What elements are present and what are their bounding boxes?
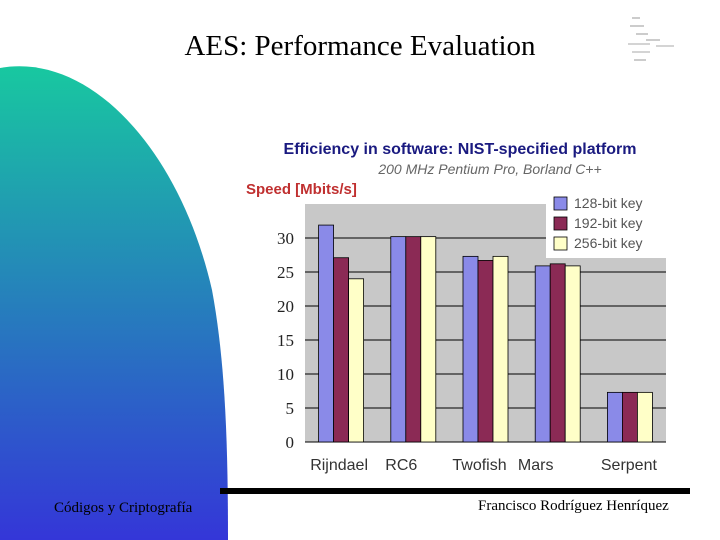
bar-serpent-1 bbox=[607, 391, 623, 443]
x-tick-label-1: RC6 bbox=[385, 457, 417, 474]
x-tick-label-2: Twofish bbox=[452, 457, 506, 474]
footer-author: Francisco Rodríguez Henríquez bbox=[478, 498, 669, 514]
bar-mars-1 bbox=[534, 265, 551, 443]
bar-mars-2 bbox=[549, 263, 566, 443]
x-tick-label-0: Rijndael bbox=[310, 457, 368, 474]
gradient-curve-shape bbox=[0, 66, 228, 540]
bar-rijndael-1 bbox=[318, 224, 335, 443]
legend-label-1: 128-bit key bbox=[574, 195, 642, 211]
legend-swatch-1 bbox=[553, 196, 568, 211]
y-tick-label-5: 25 bbox=[277, 263, 294, 282]
y-axis-label: Speed [Mbits/s] bbox=[246, 181, 357, 198]
y-tick-label-4: 20 bbox=[277, 297, 294, 316]
bar-rijndael-2 bbox=[333, 257, 350, 443]
chart-legend: 128-bit key 192-bit key 256-bit key bbox=[546, 194, 666, 258]
bar-serpent-3 bbox=[637, 391, 653, 443]
y-tick-label-6: 30 bbox=[277, 229, 294, 248]
bar-rijndael-3 bbox=[348, 278, 365, 443]
x-tick-label-3: Mars bbox=[518, 457, 554, 474]
y-tick-label-3: 15 bbox=[277, 331, 294, 350]
footer-course-name: Códigos y Criptografía bbox=[54, 500, 193, 516]
y-tick-label-0: 0 bbox=[286, 433, 295, 452]
bar-twofish-2 bbox=[477, 260, 494, 443]
x-tick-label-4: Serpent bbox=[601, 457, 658, 474]
bar-twofish-3 bbox=[492, 255, 509, 443]
footer-divider bbox=[220, 488, 690, 494]
bar-rc6-2 bbox=[405, 236, 422, 443]
legend-swatch-2 bbox=[553, 216, 568, 231]
slide-title: AES: Performance Evaluation bbox=[184, 30, 536, 62]
bar-rc6-1 bbox=[390, 236, 407, 443]
bar-twofish-1 bbox=[462, 255, 479, 443]
y-tick-label-2: 10 bbox=[277, 365, 294, 384]
legend-label-2: 192-bit key bbox=[574, 215, 642, 231]
corner-logo-icon bbox=[628, 17, 674, 61]
chart-title: Efficiency in software: NIST-specified p… bbox=[284, 141, 637, 158]
bar-serpent-2 bbox=[622, 391, 638, 443]
legend-swatch-3 bbox=[553, 236, 568, 251]
bar-rc6-3 bbox=[420, 236, 437, 443]
legend-label-3: 256-bit key bbox=[574, 235, 642, 251]
chart-subtitle: 200 MHz Pentium Pro, Borland C++ bbox=[377, 161, 601, 177]
plot-area: 0 5 10 15 20 25 30 Rijndael RC6 Twofish Mars Serpen… bbox=[277, 204, 666, 474]
y-tick-label-1: 5 bbox=[286, 399, 295, 418]
bar-mars-3 bbox=[564, 265, 581, 443]
